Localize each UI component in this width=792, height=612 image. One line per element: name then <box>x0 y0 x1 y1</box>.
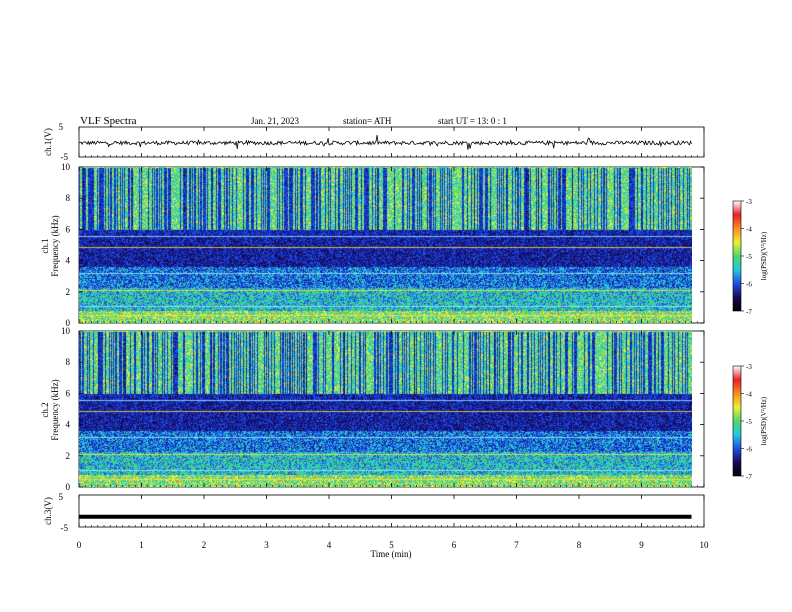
ch1-waveform-frame <box>78 126 705 158</box>
start-time-label: start UT = 13: 0 : 1 <box>438 116 507 126</box>
xtick-label: 7 <box>514 540 519 550</box>
spec2-ytick-label: 2 <box>66 451 71 461</box>
xtick-label: 5 <box>389 540 394 550</box>
spec1-ytick-label: 4 <box>66 256 71 266</box>
spec1-ytick-label: 2 <box>66 287 71 297</box>
ch3-ylabel: ch.3(V) <box>43 497 53 525</box>
spec2-ytick-label: 6 <box>66 388 71 398</box>
ch1-ytick-bottom: -5 <box>61 152 69 162</box>
ch2-spec-ylabel-channel: ch.2 <box>40 402 50 417</box>
spec2-ytick-label: 4 <box>66 420 71 430</box>
colorbar-label: log(PSD)(V²/Hz) <box>760 396 768 445</box>
ch1-spec-ylabel-frequency: Frequency (kHz) <box>50 215 60 276</box>
colorbar-tick-label: -4 <box>746 391 752 399</box>
ch3-waveform-frame <box>78 494 705 528</box>
xtick-label: 8 <box>577 540 582 550</box>
ch3-ytick-bottom: -5 <box>61 523 69 533</box>
ch1-colorbar: -3 -4 -5 -6 -7 log(PSD)(V²/Hz) <box>732 198 768 316</box>
colorbar-tick-label: -6 <box>746 281 752 289</box>
ch2-spectrogram-image <box>79 331 692 487</box>
xtick-label: 1 <box>139 540 144 550</box>
ch2-spec-ylabel-frequency: Frequency (kHz) <box>50 379 60 440</box>
figure-title: VLF Spectra <box>80 115 137 127</box>
spec2-ytick-label: 10 <box>61 326 71 336</box>
colorbar-tick-label: -3 <box>746 363 752 371</box>
spectrogram-layer <box>79 167 692 487</box>
colorbar-gradient <box>732 200 742 312</box>
colorbar-tick-label: -7 <box>746 308 752 316</box>
colorbar-tick-label: -4 <box>746 226 752 234</box>
colorbar-tick-label: -6 <box>746 446 752 454</box>
colorbar-tick-label: -7 <box>746 473 752 481</box>
xtick-label: 0 <box>77 540 82 550</box>
spec1-ytick-label: 8 <box>66 193 71 203</box>
xtick-label: 4 <box>327 540 332 550</box>
colorbar-tick-label: -3 <box>746 198 752 206</box>
ch1-spectrogram-image <box>79 167 692 323</box>
ch3-ytick-top: 5 <box>59 492 64 502</box>
xtick-label: 3 <box>264 540 269 550</box>
spec1-ytick-label: 10 <box>61 162 71 172</box>
ch2-colorbar: -3 -4 -5 -6 -7 log(PSD)(V²/Hz) <box>732 363 768 481</box>
spec1-ytick-label: 0 <box>66 318 71 328</box>
colorbar-gradient <box>732 365 742 477</box>
ch1-ytick-top: 5 <box>59 122 64 132</box>
xtick-label: 2 <box>202 540 207 550</box>
spec2-ytick-label: 0 <box>66 482 71 492</box>
station-label: station= ATH <box>343 116 392 126</box>
ch1-waveform-panel: 5 -5 ch.1(V) <box>43 122 705 162</box>
spec1-ytick-label: 6 <box>66 224 71 234</box>
ch1-ylabel: ch.1(V) <box>43 128 53 156</box>
colorbar-tick-label: -5 <box>746 418 752 426</box>
xtick-label: 6 <box>452 540 457 550</box>
ch1-waveform-line <box>78 134 692 150</box>
xtick-label: 9 <box>639 540 644 550</box>
spec2-ytick-label: 8 <box>66 357 71 367</box>
colorbar-tick-label: -5 <box>746 253 752 261</box>
xtick-label: 10 <box>700 540 710 550</box>
ch1-spec-ylabel-channel: ch.1 <box>40 238 50 253</box>
date-label: Jan. 21, 2023 <box>251 116 299 126</box>
colorbar-label: log(PSD)(V²/Hz) <box>760 231 768 280</box>
xaxis-label: Time (min) <box>371 549 412 559</box>
ch3-waveform-panel: 5 -5 ch.3(V) <box>43 492 705 533</box>
